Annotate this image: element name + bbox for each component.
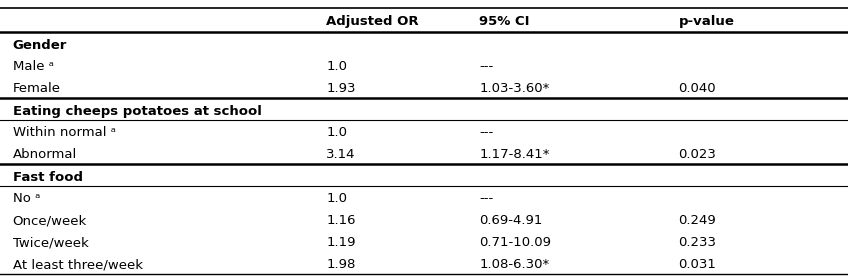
Text: Male ᵃ: Male ᵃ [13,60,53,73]
Text: No ᵃ: No ᵃ [13,192,40,205]
Text: 1.98: 1.98 [326,258,356,271]
Text: Adjusted OR: Adjusted OR [326,15,419,28]
Text: 0.233: 0.233 [678,236,717,249]
Text: 1.0: 1.0 [326,60,348,73]
Text: ---: --- [479,192,494,205]
Text: 1.0: 1.0 [326,192,348,205]
Text: Eating cheeps potatoes at school: Eating cheeps potatoes at school [13,105,261,118]
Text: Fast food: Fast food [13,171,83,184]
Text: ---: --- [479,126,494,139]
Text: Within normal ᵃ: Within normal ᵃ [13,126,115,139]
Text: Abnormal: Abnormal [13,148,77,161]
Text: Once/week: Once/week [13,214,87,227]
Text: 0.031: 0.031 [678,258,717,271]
Text: 1.16: 1.16 [326,214,356,227]
Text: 0.023: 0.023 [678,148,717,161]
Text: 0.249: 0.249 [678,214,717,227]
Text: Female: Female [13,82,61,95]
Text: At least three/week: At least three/week [13,258,142,271]
Text: 1.03-3.60*: 1.03-3.60* [479,82,550,95]
Text: 0.040: 0.040 [678,82,716,95]
Text: 1.0: 1.0 [326,126,348,139]
Text: 95% CI: 95% CI [479,15,530,28]
Text: p-value: p-value [678,15,734,28]
Text: 3.14: 3.14 [326,148,356,161]
Text: 0.69-4.91: 0.69-4.91 [479,214,543,227]
Text: ---: --- [479,60,494,73]
Text: 1.19: 1.19 [326,236,356,249]
Text: 1.08-6.30*: 1.08-6.30* [479,258,550,271]
Text: 0.71-10.09: 0.71-10.09 [479,236,551,249]
Text: 1.93: 1.93 [326,82,356,95]
Text: 1.17-8.41*: 1.17-8.41* [479,148,550,161]
Text: Gender: Gender [13,39,67,52]
Text: Twice/week: Twice/week [13,236,88,249]
